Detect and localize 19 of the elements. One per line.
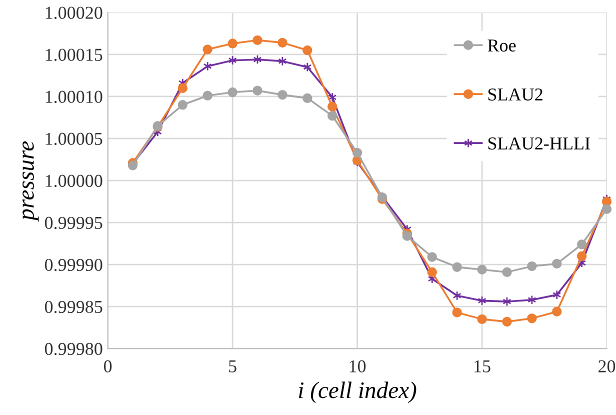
legend-label: SLAU2 [488,88,542,101]
x-tick-label: 15 [474,360,490,372]
y-tick-label: 1.00020 [46,6,102,19]
y-tick-label: 1.00015 [46,48,102,61]
y-tick-label: 0.99995 [44,216,102,230]
y-tick-label: 1.00005 [46,132,102,146]
y-tick-label: 0.99985 [44,300,102,314]
x-tick-label: 20 [598,360,616,372]
y-axis-title: pressure [22,141,39,222]
x-tick-label: 0 [104,360,112,372]
y-tick-label: 0.99980 [44,342,102,356]
legend-label: Roe [488,40,516,52]
y-tick-label: 0.99990 [44,258,102,272]
x-tick-label: 10 [350,360,366,372]
y-tick-label: 1.00000 [46,174,102,188]
y-tick-label: 1.00010 [46,90,102,104]
x-tick-label: 5 [229,360,236,372]
x-axis-title: i (cell index) [298,382,416,404]
legend-label: SLAU2-HLLI [488,137,590,150]
